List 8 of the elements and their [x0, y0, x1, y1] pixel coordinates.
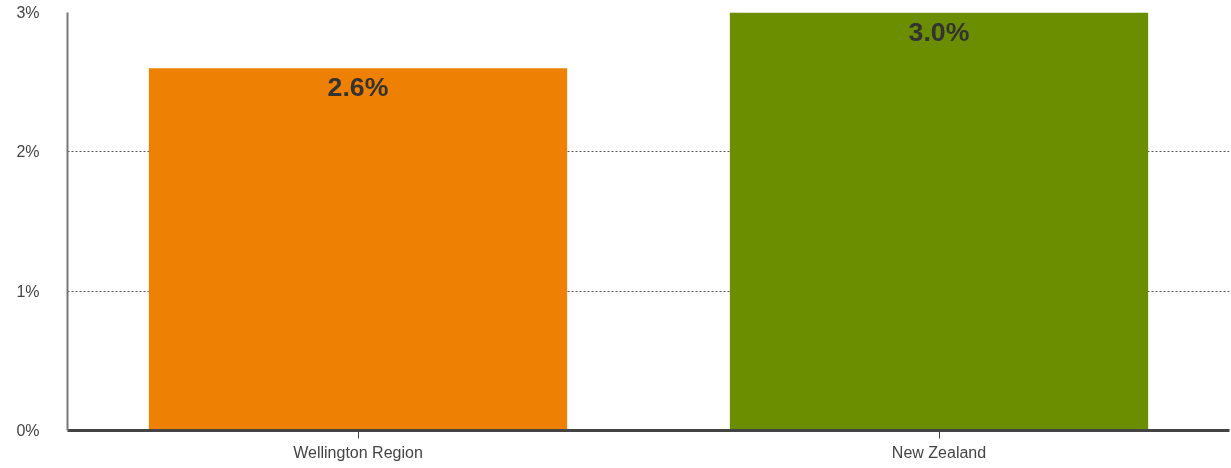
y-tick-label: 1% [16, 282, 40, 300]
y-tick-label: 2% [16, 143, 40, 161]
y-tick-label: 0% [16, 422, 40, 439]
x-tick-label: New Zealand [891, 443, 987, 461]
data-label: 3.0% [908, 16, 970, 47]
y-tick-label: 3% [16, 4, 40, 21]
x-tick-label: Wellington Region [293, 443, 423, 461]
data-label: 2.6% [327, 72, 389, 103]
